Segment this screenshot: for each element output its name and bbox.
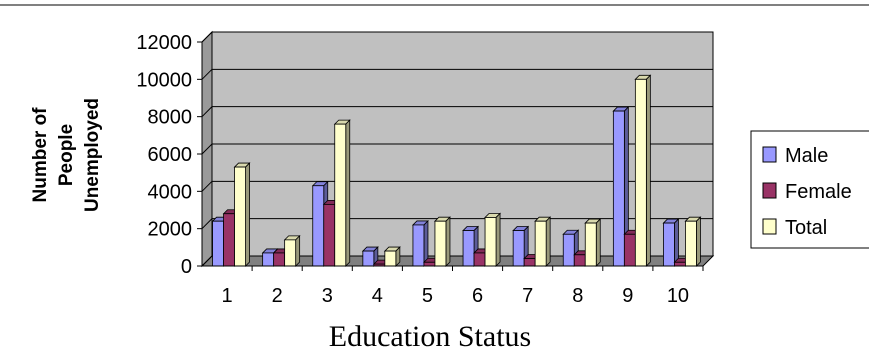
x-tick-label: 1 xyxy=(221,285,232,307)
bar-total-9 xyxy=(634,74,652,267)
bar-front xyxy=(412,224,425,267)
legend-items: Male Female Total xyxy=(762,145,852,239)
x-tick-label: 10 xyxy=(667,285,689,307)
bar-side xyxy=(495,212,501,267)
legend-swatch xyxy=(762,182,777,199)
y-tick-label: 6000 xyxy=(148,144,193,166)
legend-label: Male xyxy=(785,145,828,167)
legend-label: Female xyxy=(785,181,852,203)
bar-front xyxy=(634,78,647,267)
legend-item-total: Total xyxy=(762,217,827,239)
x-tick-label: 5 xyxy=(422,285,433,307)
bar-front xyxy=(462,230,475,267)
bar-front xyxy=(334,123,347,267)
bar-total-10 xyxy=(684,216,702,267)
gridline xyxy=(201,180,713,192)
bar-front xyxy=(434,220,447,267)
bar-front xyxy=(234,166,246,267)
bar-front xyxy=(685,220,697,267)
y-axis-label: Number of People Unemployed xyxy=(30,98,103,212)
bar-front xyxy=(573,254,586,267)
bar-male-9 xyxy=(612,106,630,267)
bar-total-1 xyxy=(233,162,251,267)
bar-front xyxy=(663,222,675,267)
bar-front xyxy=(612,110,625,267)
bar-side xyxy=(395,246,401,267)
bar-front xyxy=(623,233,636,267)
bar-side xyxy=(595,218,601,267)
x-axis-ticks: 1 2 3 4 5 6 7 8 9 10 xyxy=(202,265,704,307)
bar-front xyxy=(473,252,486,267)
bar-front xyxy=(562,233,575,267)
y-axis-ticks: 0 2000 4000 6000 8000 10000 12000 xyxy=(136,32,203,278)
bar-front xyxy=(223,213,235,267)
legend-label: Total xyxy=(785,217,827,239)
bar-front xyxy=(523,258,536,267)
bar-front xyxy=(323,203,336,267)
y-axis-label-line-1: Number of xyxy=(30,107,51,203)
y-tick-label: 2000 xyxy=(148,219,193,241)
gridline xyxy=(201,143,713,155)
gridline xyxy=(201,68,713,80)
x-tick-label: 3 xyxy=(322,285,333,307)
y-tick-label: 12000 xyxy=(136,32,192,54)
x-tick-label: 8 xyxy=(572,285,583,307)
bar-front xyxy=(423,261,436,267)
bar-front xyxy=(384,250,397,267)
bar-side xyxy=(445,216,451,267)
bar-total-3 xyxy=(333,119,351,267)
y-axis-label-line-3: Unemployed xyxy=(82,98,103,212)
bar-total-2 xyxy=(283,234,301,267)
y-axis-label-line-2: People xyxy=(56,124,77,186)
bar-front xyxy=(534,220,547,267)
bar-total-6 xyxy=(484,212,502,267)
x-tick-label: 6 xyxy=(472,285,483,307)
bar-side xyxy=(345,119,351,267)
legend: Male Female Total xyxy=(750,130,869,249)
x-tick-label: 9 xyxy=(622,285,633,307)
legend-item-female: Female xyxy=(762,181,852,203)
bar-front xyxy=(312,185,325,267)
bar-side xyxy=(696,216,701,267)
bar-total-5 xyxy=(433,216,451,267)
bar-front xyxy=(284,239,297,267)
bar-front xyxy=(262,252,275,267)
y-tick-label: 8000 xyxy=(148,107,193,129)
bar-side xyxy=(545,216,551,267)
legend-swatch xyxy=(762,146,777,163)
legend-swatch xyxy=(762,218,777,235)
bar-front xyxy=(484,217,497,267)
legend-item-male: Male xyxy=(762,145,828,167)
bar-front xyxy=(212,220,224,267)
bar-front xyxy=(273,252,286,267)
bar-front xyxy=(674,261,686,267)
y-tick-label: 10000 xyxy=(136,69,192,91)
x-tick-label: 2 xyxy=(272,285,283,307)
y-tick-label: 4000 xyxy=(148,181,193,203)
bar-front xyxy=(362,250,375,267)
bar-side xyxy=(295,234,301,267)
y-tick-label: 0 xyxy=(181,256,192,278)
bar-side xyxy=(245,162,250,267)
x-tick-label: 7 xyxy=(522,285,533,307)
x-axis-label: Education Status xyxy=(329,320,531,353)
bar-total-7 xyxy=(534,216,552,267)
bar-male-5 xyxy=(411,219,429,267)
gridline xyxy=(201,106,713,118)
x-tick-label: 4 xyxy=(372,285,383,307)
bar-total-8 xyxy=(584,218,602,267)
bar-front xyxy=(512,230,525,267)
bar-total-4 xyxy=(383,246,401,267)
bar-front xyxy=(584,222,597,267)
bar-male-10 xyxy=(662,218,680,267)
gridline xyxy=(201,31,713,43)
bar-side xyxy=(645,74,651,267)
